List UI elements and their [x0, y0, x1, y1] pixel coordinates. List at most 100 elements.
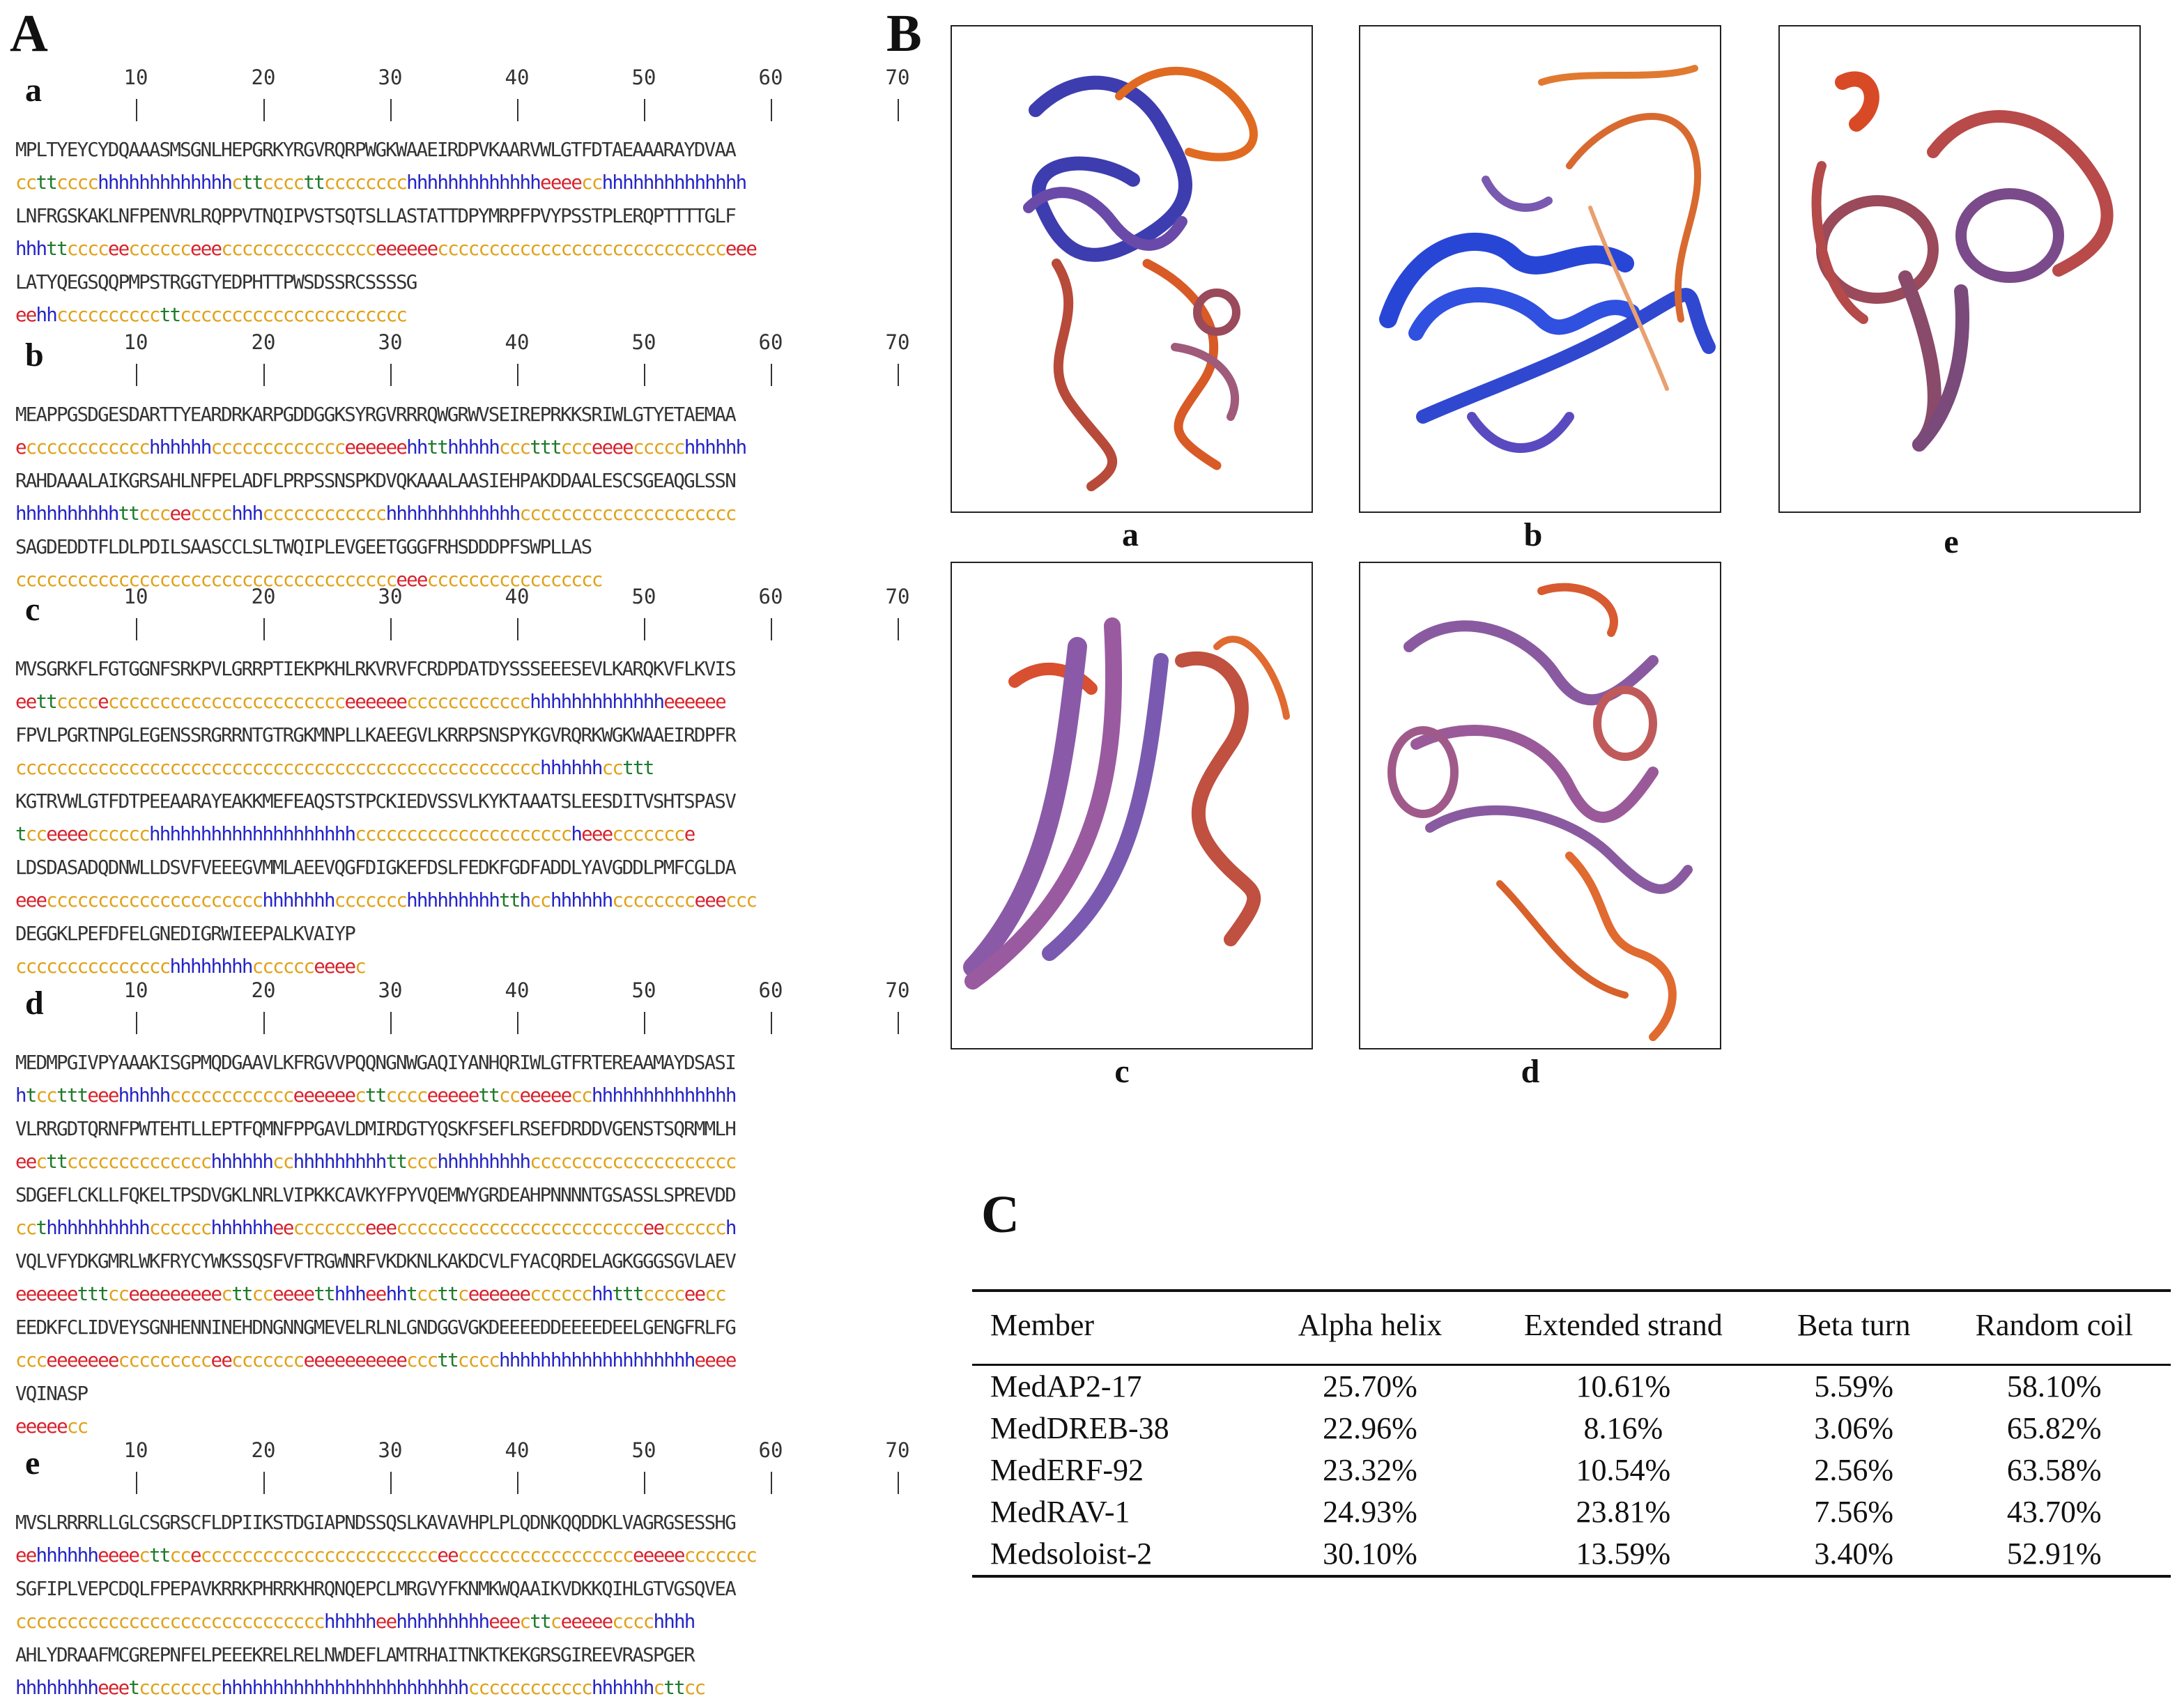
ruler-tick [898, 364, 899, 386]
table-cell: MedRAV-1 [990, 1495, 1130, 1529]
ruler-tick-label: 30 [378, 330, 403, 354]
ruler-tick [898, 1012, 899, 1034]
ruler-tick [771, 99, 772, 121]
panel-c-letter: C [981, 1185, 1020, 1244]
amino-acid-sequence: DEGGKLPEFDFELGNEDIGRWIEEPALKVAIYP [15, 923, 356, 945]
ruler-tick-label: 30 [378, 978, 403, 1002]
ruler-tick [644, 1472, 645, 1494]
structure-b-ribbon [1379, 65, 1716, 453]
secondary-structure-string: cccccccccccccccccccccccccccccccccccccccc… [15, 757, 654, 779]
table-cell: 25.70% [1323, 1369, 1417, 1403]
table-cell: Medsoloist-2 [972, 1533, 1264, 1578]
amino-acid-sequence: SAGDEDDTFLDLPDILSAASCCLSLTWQIPLEVGEETGGG… [15, 536, 592, 558]
ruler-tick [517, 1012, 518, 1034]
ruler-tick [263, 99, 265, 121]
ruler-tick-label: 10 [123, 978, 148, 1002]
secondary-structure-string: cccccccccccccccccccccccccccccchhhhheehhh… [15, 1610, 695, 1633]
ruler-tick [390, 1472, 392, 1494]
ruler-tick [517, 364, 518, 386]
ruler-tick [644, 1012, 645, 1034]
ruler-tick-label: 40 [505, 978, 530, 1002]
ruler-tick-label: 70 [885, 978, 910, 1002]
table-cell: 3.06% [1814, 1411, 1894, 1445]
ruler-tick-label: 70 [885, 1438, 910, 1462]
header-beta-turn: Beta turn [1769, 1289, 1938, 1366]
table-cell: MedDREB-38 [990, 1411, 1169, 1445]
structure-d-box [1359, 562, 1721, 1049]
ruler-tick-label: 50 [631, 330, 656, 354]
ruler-tick-label: 50 [631, 1438, 656, 1462]
secondary-structure-string: htccttteeehhhhhcccccccccccceeeeeecttcccc… [15, 1084, 737, 1107]
table-cell: 63.58% [2006, 1453, 2102, 1487]
ruler-tick [898, 618, 899, 640]
ruler-tick-label: 50 [631, 66, 656, 89]
secondary-structure-string: ccccccccccccccccccccccccccccccccccccceee… [15, 569, 603, 591]
ruler-tick-label: 30 [378, 585, 403, 608]
secondary-structure-string: eeeeecc [15, 1415, 89, 1438]
panel-b-letter: B [886, 4, 922, 63]
amino-acid-sequence: MVSGRKFLFGTGGNFSRKPVLGRRPTIEKPKHLRKVRVFC… [15, 658, 737, 680]
structure-d-ribbon [1387, 583, 1693, 1041]
ruler-tick [136, 364, 137, 386]
header-member: Member [972, 1289, 1264, 1366]
structure-b-label: b [1523, 516, 1543, 553]
ruler-tick-label: 20 [251, 66, 276, 89]
amino-acid-sequence: EEDKFCLIDVEYSGNHENNINEHDNGNNGMEVELRLNLGN… [15, 1316, 737, 1339]
sequence-label-a: a [25, 72, 42, 109]
ruler-tick [390, 1012, 392, 1034]
structure-e-box [1778, 25, 2141, 513]
table-cell: 23.32% [1323, 1453, 1417, 1487]
ruler-tick-label: 60 [758, 1438, 783, 1462]
amino-acid-sequence: VQINASP [15, 1383, 89, 1405]
table-row: MedERF-92 23.32% 10.54% 2.56% 63.58% [972, 1449, 2171, 1491]
structure-c-label: c [1114, 1053, 1130, 1090]
secondary-structure-string: ccccccccccccccchhhhhhhhcccccceeeec [15, 955, 367, 978]
ruler-tick-label: 40 [505, 1438, 530, 1462]
amino-acid-sequence: MEAPPGSDGESDARTTYEARDRKARPGDDGGKSYRGVRRR… [15, 403, 737, 426]
ruler-tick-label: 10 [123, 330, 148, 354]
amino-acid-sequence: FPVLPGRTNPGLEGENSSRGRRNTGTRGKMNPLLKAEEGV… [15, 724, 737, 746]
ruler-tick-label: 20 [251, 1438, 276, 1462]
amino-acid-sequence: LDSDASADQDNWLLDSVFVEEEGVMMLAEEVQGFDIGKEF… [15, 856, 737, 879]
ruler-tick-label: 40 [505, 585, 530, 608]
secondary-structure-string: eehhhhhheeeecttccecccccccccccccccccccccc… [15, 1544, 758, 1567]
amino-acid-sequence: MVSLRRRRLLGLCSGRSCFLDPIIKSTDGIAPNDSSQSLK… [15, 1511, 737, 1534]
structure-c-box [951, 562, 1313, 1049]
ruler-tick [517, 618, 518, 640]
header-alpha-helix: Alpha helix [1263, 1289, 1477, 1366]
ruler-tick [263, 1472, 265, 1494]
table-cell: 52.91% [1937, 1533, 2171, 1578]
structure-a-ribbon [1023, 66, 1258, 491]
table-cell: 13.59% [1476, 1533, 1770, 1578]
structure-e-label: e [1944, 523, 1959, 560]
table-cell: 2.56% [1814, 1453, 1894, 1487]
table-cell: 23.81% [1576, 1495, 1671, 1529]
ruler-tick [644, 99, 645, 121]
secondary-structure-string: eeeeeetttcceeeeeeeeecttcceeeetthhheehhtc… [15, 1283, 727, 1305]
ruler-tick [390, 99, 392, 121]
secondary-structure-table: Member Alpha helix Extended strand Beta … [972, 1289, 2171, 1578]
structure-a-label: a [1122, 516, 1139, 553]
ruler-tick-label: 60 [758, 978, 783, 1002]
secondary-structure-string: ccceeeeeeeccccccccceeccccccceeeeeeeeeecc… [15, 1349, 737, 1371]
amino-acid-sequence: KGTRVWLGTFDTPEEAARAYEAKKMEFEAQSTSTPCKIED… [15, 790, 737, 813]
amino-acid-sequence: MPLTYEYCYDQAAASMSGNLHEPGRKYRGVRQRPWGKWAA… [15, 139, 737, 161]
ruler-tick [136, 618, 137, 640]
panel-a-letter: A [10, 4, 48, 63]
ruler-tick [644, 618, 645, 640]
table-cell: 30.10% [1263, 1533, 1477, 1578]
ruler-tick [771, 618, 772, 640]
sequence-label-d: d [25, 985, 44, 1022]
ruler-tick-label: 40 [505, 330, 530, 354]
ruler-tick [644, 364, 645, 386]
table-cell: 10.54% [1576, 1453, 1671, 1487]
structure-d-label: d [1521, 1053, 1540, 1090]
table-cell: 10.61% [1576, 1369, 1671, 1403]
structure-c-ribbon [963, 617, 1290, 990]
amino-acid-sequence: LATYQEGSQQPMPSTRGGTYEDPHTTPWSDSSRCSSSSG [15, 271, 417, 293]
ruler-tick [390, 364, 392, 386]
table-row: MedRAV-1 24.93% 23.81% 7.56% 43.70% [972, 1491, 2171, 1533]
table-cell: 5.59% [1814, 1369, 1894, 1403]
sequence-label-c: c [25, 591, 40, 628]
secondary-structure-string: eeeccccccccccccccccccccchhhhhhhccccccchh… [15, 889, 758, 911]
